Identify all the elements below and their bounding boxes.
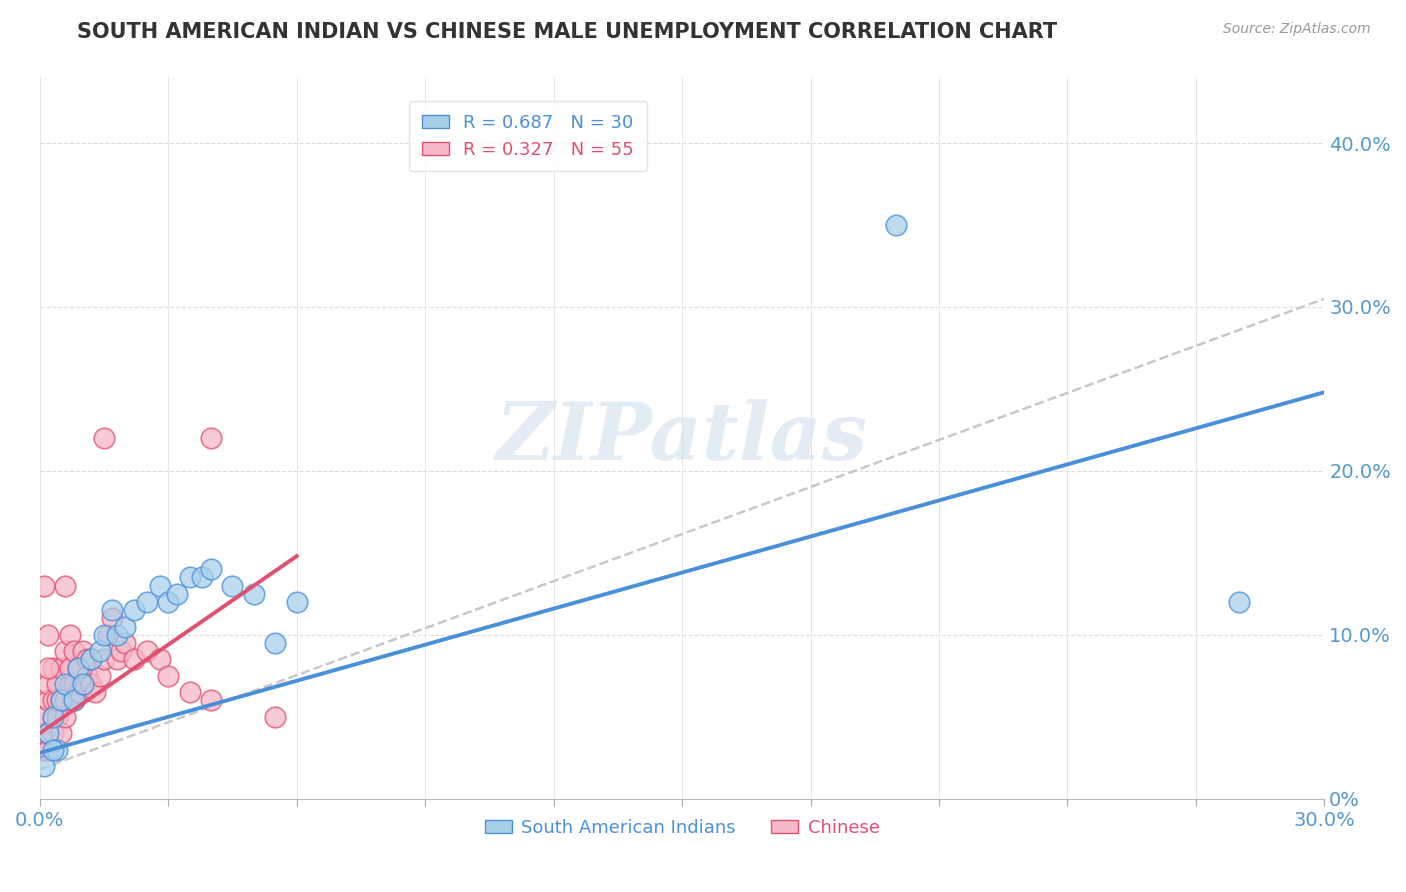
- Point: [89, 669, 111, 683]
- Point: [76, 669, 98, 683]
- Point: [55, 693, 77, 707]
- Point: [59, 677, 82, 691]
- Point: [157, 669, 180, 683]
- Point: [41, 661, 63, 675]
- Point: [45, 742, 67, 756]
- Point: [285, 595, 308, 609]
- Point: [93, 431, 115, 445]
- Point: [41, 710, 63, 724]
- Point: [49, 693, 72, 707]
- Point: [63, 644, 86, 658]
- Point: [37, 726, 59, 740]
- Point: [97, 628, 120, 642]
- Point: [122, 603, 145, 617]
- Point: [55, 677, 77, 691]
- Text: Source: ZipAtlas.com: Source: ZipAtlas.com: [1223, 22, 1371, 37]
- Point: [63, 677, 86, 691]
- Point: [157, 595, 180, 609]
- Point: [37, 726, 59, 740]
- Point: [243, 587, 266, 601]
- Point: [1227, 595, 1250, 609]
- Point: [67, 661, 90, 675]
- Point: [166, 587, 188, 601]
- Text: ZIPatlas: ZIPatlas: [496, 400, 868, 477]
- Point: [80, 652, 103, 666]
- Point: [55, 644, 77, 658]
- Point: [135, 644, 157, 658]
- Point: [110, 644, 132, 658]
- Point: [49, 693, 72, 707]
- Point: [37, 677, 59, 691]
- Point: [105, 628, 128, 642]
- Point: [105, 652, 128, 666]
- Point: [72, 677, 94, 691]
- Point: [84, 685, 107, 699]
- Point: [45, 677, 67, 691]
- Point: [93, 628, 115, 642]
- Point: [264, 636, 287, 650]
- Point: [41, 726, 63, 740]
- Point: [55, 710, 77, 724]
- Point: [135, 595, 157, 609]
- Point: [179, 685, 201, 699]
- Point: [200, 693, 222, 707]
- Point: [59, 661, 82, 675]
- Point: [41, 693, 63, 707]
- Point: [55, 579, 77, 593]
- Point: [264, 710, 287, 724]
- Point: [49, 726, 72, 740]
- Point: [37, 628, 59, 642]
- Point: [179, 570, 201, 584]
- Point: [221, 579, 243, 593]
- Point: [89, 644, 111, 658]
- Point: [32, 759, 55, 773]
- Point: [200, 431, 222, 445]
- Point: [191, 570, 214, 584]
- Point: [32, 742, 55, 756]
- Point: [72, 677, 94, 691]
- Point: [49, 661, 72, 675]
- Point: [63, 693, 86, 707]
- Point: [101, 611, 124, 625]
- Point: [67, 685, 90, 699]
- Point: [32, 579, 55, 593]
- Point: [41, 742, 63, 756]
- Point: [37, 693, 59, 707]
- Point: [114, 636, 136, 650]
- Text: SOUTH AMERICAN INDIAN VS CHINESE MALE UNEMPLOYMENT CORRELATION CHART: SOUTH AMERICAN INDIAN VS CHINESE MALE UN…: [77, 22, 1057, 42]
- Point: [80, 677, 103, 691]
- Point: [32, 726, 55, 740]
- Point: [45, 710, 67, 724]
- Point: [149, 579, 172, 593]
- Point: [122, 652, 145, 666]
- Point: [200, 562, 222, 576]
- Point: [59, 628, 82, 642]
- Point: [884, 218, 907, 232]
- Legend: South American Indians, Chinese: South American Indians, Chinese: [477, 812, 887, 844]
- Point: [93, 652, 115, 666]
- Point: [114, 620, 136, 634]
- Point: [72, 644, 94, 658]
- Point: [149, 652, 172, 666]
- Point: [101, 603, 124, 617]
- Point: [76, 652, 98, 666]
- Point: [67, 661, 90, 675]
- Point: [37, 661, 59, 675]
- Point: [63, 693, 86, 707]
- Point: [80, 652, 103, 666]
- Point: [37, 742, 59, 756]
- Point: [41, 710, 63, 724]
- Point: [32, 710, 55, 724]
- Point: [45, 693, 67, 707]
